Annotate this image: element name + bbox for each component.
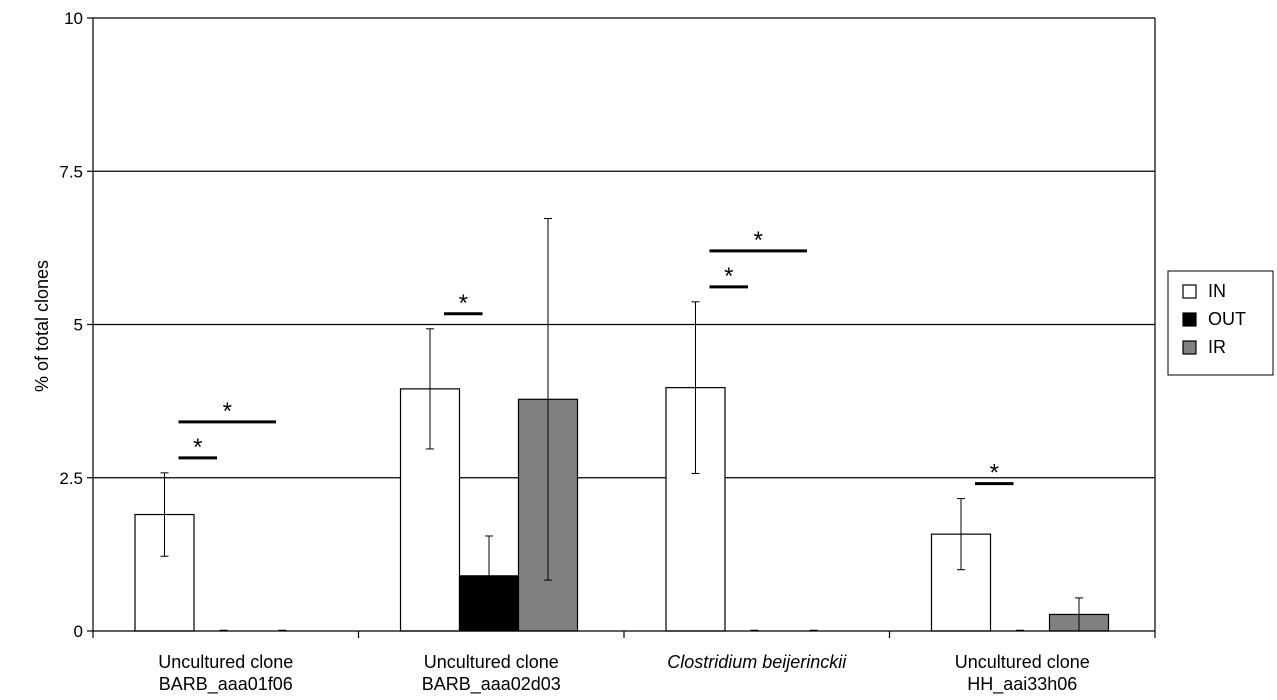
axes (87, 17, 1156, 638)
x-category-label: Uncultured clone (424, 652, 559, 672)
legend-swatch-out (1182, 312, 1197, 327)
x-category-label-line2: BARB_aaa01f06 (159, 674, 293, 695)
legend: IN OUT IR (1167, 270, 1274, 376)
significance-star: * (193, 434, 202, 461)
legend-swatch-ir (1182, 340, 1197, 355)
y-tick-label: 5 (74, 316, 83, 335)
legend-label-ir: IR (1208, 337, 1226, 357)
legend-label-in: IN (1208, 281, 1226, 301)
significance-star: * (223, 398, 232, 425)
legend-label-out: OUT (1208, 309, 1246, 329)
x-category-label: Uncultured clone (955, 652, 1090, 672)
y-tick-label: 10 (64, 9, 83, 28)
x-category-label: Clostridium beijerinckii (667, 652, 847, 672)
significance-markers: * * * * * * (178, 227, 1014, 487)
y-axis-title: % of total clones (32, 260, 52, 392)
significance-star: * (754, 227, 763, 254)
x-category-label-line2: HH_aai33h06 (967, 674, 1077, 695)
x-category-label-line2: BARB_aaa02d03 (422, 674, 561, 695)
error-bars (160, 217, 1083, 632)
x-category-labels: Uncultured cloneBARB_aaa01f06Uncultured … (158, 652, 1090, 695)
legend-swatch-in (1182, 284, 1197, 299)
significance-star: * (459, 290, 468, 317)
y-tick-label: 0 (74, 622, 83, 641)
y-tick-label: 7.5 (59, 162, 83, 181)
y-tick-label: 2.5 (59, 469, 83, 488)
gridlines (93, 17, 1156, 631)
x-category-label: Uncultured clone (158, 652, 293, 672)
significance-star: * (990, 460, 999, 487)
significance-star: * (724, 263, 733, 290)
bars (134, 387, 1110, 632)
y-tick-labels: 0 2.5 5 7.5 10 (59, 9, 83, 641)
